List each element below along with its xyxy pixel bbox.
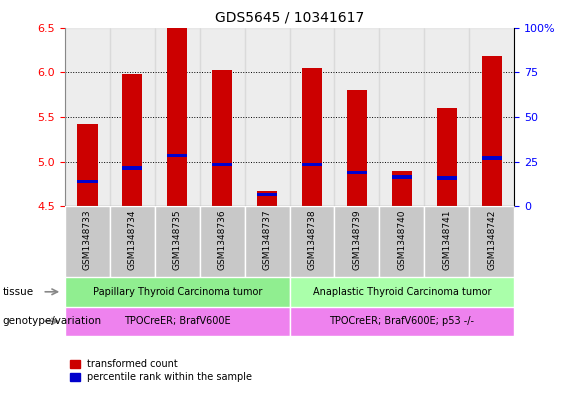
Bar (289, 28, 334, 206)
Text: GSM1348733: GSM1348733 (83, 210, 92, 270)
Bar (334, 28, 380, 206)
Bar (289, 307, 514, 336)
Text: GSM1348736: GSM1348736 (218, 210, 227, 270)
Bar (65, 28, 110, 206)
Text: GSM1348741: GSM1348741 (442, 210, 451, 270)
Bar (392, 175, 412, 178)
Bar (302, 68, 322, 206)
Bar (110, 28, 155, 206)
Bar (380, 206, 424, 277)
Bar (481, 156, 502, 160)
Bar (200, 28, 245, 206)
Bar (424, 206, 469, 277)
Bar (155, 206, 200, 277)
Text: tissue: tissue (3, 287, 34, 297)
Title: GDS5645 / 10341617: GDS5645 / 10341617 (215, 11, 364, 25)
Bar (289, 277, 514, 307)
Bar (77, 124, 98, 206)
Text: GSM1348734: GSM1348734 (128, 210, 137, 270)
Bar (65, 206, 110, 277)
Text: GSM1348742: GSM1348742 (487, 210, 496, 270)
Bar (380, 28, 424, 206)
Bar (437, 108, 457, 206)
Bar (347, 171, 367, 174)
Bar (212, 70, 232, 206)
Bar (257, 193, 277, 196)
Text: GSM1348738: GSM1348738 (307, 210, 316, 270)
Bar (302, 163, 322, 166)
Legend: transformed count, percentile rank within the sample: transformed count, percentile rank withi… (70, 359, 253, 382)
Bar (257, 191, 277, 206)
Bar (110, 206, 155, 277)
Bar (245, 206, 289, 277)
Bar (392, 171, 412, 206)
Bar (200, 206, 245, 277)
Text: Anaplastic Thyroid Carcinoma tumor: Anaplastic Thyroid Carcinoma tumor (312, 287, 491, 297)
Bar (469, 28, 514, 206)
Text: TPOCreER; BrafV600E: TPOCreER; BrafV600E (124, 316, 231, 326)
Bar (424, 28, 469, 206)
Text: genotype/variation: genotype/variation (3, 316, 102, 326)
Bar (77, 180, 98, 183)
Text: GSM1348740: GSM1348740 (397, 210, 406, 270)
Bar (347, 90, 367, 206)
Text: GSM1348739: GSM1348739 (353, 210, 362, 270)
Bar (122, 74, 142, 206)
Bar (155, 28, 200, 206)
Bar (481, 56, 502, 206)
Bar (469, 206, 514, 277)
Bar (334, 206, 380, 277)
Bar (289, 206, 334, 277)
Bar (65, 277, 289, 307)
Bar (437, 176, 457, 180)
Text: Papillary Thyroid Carcinoma tumor: Papillary Thyroid Carcinoma tumor (93, 287, 262, 297)
Bar (245, 28, 289, 206)
Bar (122, 166, 142, 170)
Bar (167, 154, 188, 157)
Bar (212, 163, 232, 166)
Text: GSM1348735: GSM1348735 (173, 210, 182, 270)
Text: TPOCreER; BrafV600E; p53 -/-: TPOCreER; BrafV600E; p53 -/- (329, 316, 475, 326)
Bar (167, 28, 188, 206)
Text: GSM1348737: GSM1348737 (263, 210, 272, 270)
Bar (65, 307, 289, 336)
